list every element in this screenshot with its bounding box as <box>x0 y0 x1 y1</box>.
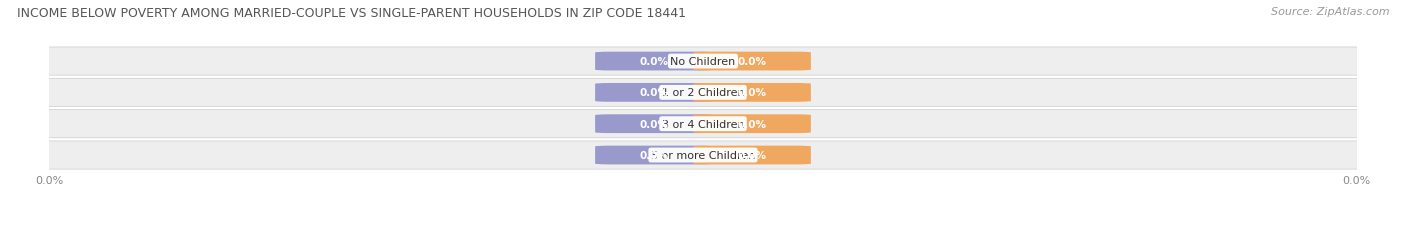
Text: No Children: No Children <box>671 57 735 67</box>
Text: 0.0%: 0.0% <box>738 88 766 98</box>
FancyBboxPatch shape <box>595 146 713 165</box>
FancyBboxPatch shape <box>693 84 811 102</box>
FancyBboxPatch shape <box>30 48 1376 76</box>
Text: 3 or 4 Children: 3 or 4 Children <box>662 119 744 129</box>
Text: 0.0%: 0.0% <box>738 150 766 160</box>
FancyBboxPatch shape <box>30 110 1376 138</box>
FancyBboxPatch shape <box>30 141 1376 169</box>
Text: INCOME BELOW POVERTY AMONG MARRIED-COUPLE VS SINGLE-PARENT HOUSEHOLDS IN ZIP COD: INCOME BELOW POVERTY AMONG MARRIED-COUPL… <box>17 7 686 20</box>
Text: 0.0%: 0.0% <box>738 119 766 129</box>
FancyBboxPatch shape <box>595 115 713 134</box>
FancyBboxPatch shape <box>693 52 811 71</box>
FancyBboxPatch shape <box>693 146 811 165</box>
FancyBboxPatch shape <box>30 79 1376 107</box>
Text: 5 or more Children: 5 or more Children <box>651 150 755 160</box>
Text: 0.0%: 0.0% <box>640 119 668 129</box>
FancyBboxPatch shape <box>595 52 713 71</box>
FancyBboxPatch shape <box>693 115 811 134</box>
Text: 0.0%: 0.0% <box>640 57 668 67</box>
Text: 0.0%: 0.0% <box>640 150 668 160</box>
Text: Source: ZipAtlas.com: Source: ZipAtlas.com <box>1271 7 1389 17</box>
Text: 1 or 2 Children: 1 or 2 Children <box>662 88 744 98</box>
Text: 0.0%: 0.0% <box>640 88 668 98</box>
Text: 0.0%: 0.0% <box>738 57 766 67</box>
FancyBboxPatch shape <box>595 84 713 102</box>
